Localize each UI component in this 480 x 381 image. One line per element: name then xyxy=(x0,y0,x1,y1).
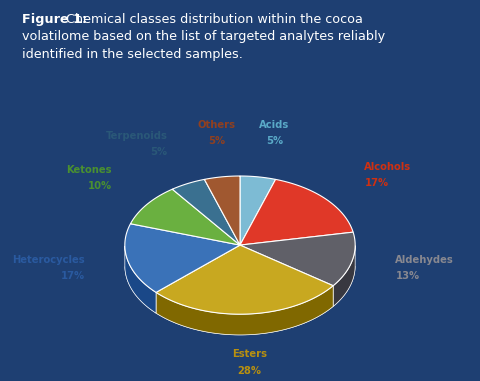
Text: 17%: 17% xyxy=(364,178,388,188)
Polygon shape xyxy=(333,245,355,306)
Polygon shape xyxy=(240,232,355,286)
Polygon shape xyxy=(125,246,156,313)
Text: Heterocycles: Heterocycles xyxy=(12,255,84,265)
Text: Aldehydes: Aldehydes xyxy=(396,255,454,265)
Polygon shape xyxy=(240,179,353,245)
Polygon shape xyxy=(156,286,333,335)
Text: Acids: Acids xyxy=(260,120,290,130)
Text: Chemical classes distribution within the cocoa
volatilome based on the list of t: Chemical classes distribution within the… xyxy=(22,13,385,61)
Text: 5%: 5% xyxy=(266,136,283,146)
Text: 5%: 5% xyxy=(150,147,168,157)
Text: 28%: 28% xyxy=(237,366,261,376)
Polygon shape xyxy=(125,224,240,292)
Text: Terpenoids: Terpenoids xyxy=(106,131,168,141)
Text: 5%: 5% xyxy=(208,136,226,146)
Text: 13%: 13% xyxy=(396,271,420,281)
Polygon shape xyxy=(240,266,355,306)
Polygon shape xyxy=(125,266,240,313)
Polygon shape xyxy=(156,245,333,314)
Polygon shape xyxy=(204,176,240,245)
Text: Alcohols: Alcohols xyxy=(364,162,411,172)
Text: Esters: Esters xyxy=(232,349,267,360)
Polygon shape xyxy=(172,179,240,245)
Text: Others: Others xyxy=(198,120,236,130)
Polygon shape xyxy=(131,189,240,245)
Polygon shape xyxy=(156,266,333,335)
Polygon shape xyxy=(240,176,276,245)
Text: 10%: 10% xyxy=(87,181,111,191)
Text: Figure 1:: Figure 1: xyxy=(22,13,87,26)
Text: Ketones: Ketones xyxy=(66,165,111,175)
Text: 17%: 17% xyxy=(60,271,84,281)
